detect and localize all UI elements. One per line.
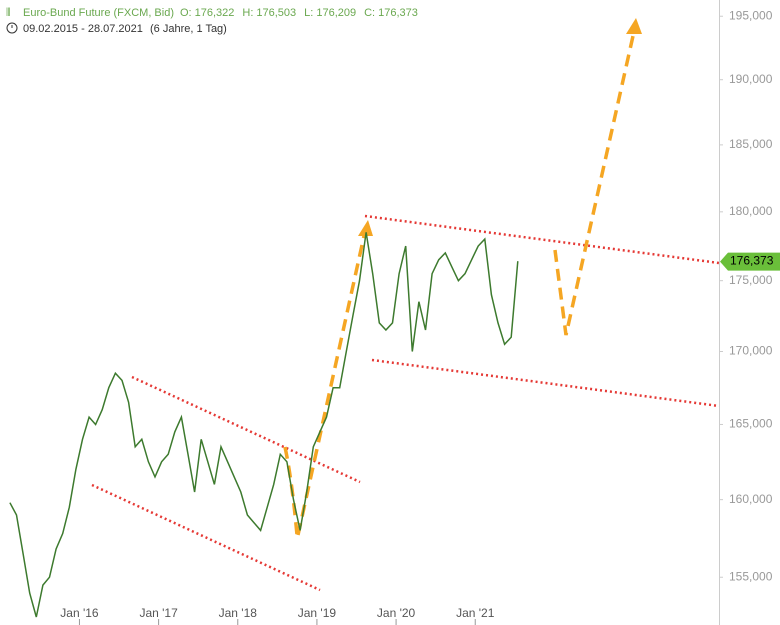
ohlc-value: 176,503 bbox=[256, 7, 296, 19]
annotations bbox=[91, 18, 720, 592]
period-note: (6 Jahre, 1 Tag) bbox=[150, 23, 227, 35]
clock-icon bbox=[6, 22, 18, 34]
y-tick-label: 160,000 bbox=[729, 492, 773, 506]
ohlc: O: 176,322 H: 176,503 L: 176,209 C: 176,373 bbox=[180, 7, 418, 19]
period: 09.02.2015 - 28.07.2021 bbox=[23, 23, 143, 35]
last-price-label: 176,373 bbox=[730, 254, 774, 268]
y-tick-label: 185,000 bbox=[729, 137, 773, 151]
arrow-head bbox=[626, 18, 642, 34]
arrow bbox=[553, 35, 635, 336]
ohlc-name: H: bbox=[242, 7, 253, 19]
price-line bbox=[9, 232, 519, 618]
x-tick-label: Jan '16 bbox=[60, 606, 99, 620]
ohlc-name: O: bbox=[180, 7, 192, 19]
y-tick-label: 155,000 bbox=[729, 569, 773, 583]
y-tick-label: 170,000 bbox=[729, 344, 773, 358]
x-tick-label: Jan '18 bbox=[219, 606, 258, 620]
ohlc-value: 176,209 bbox=[316, 7, 356, 19]
trend-line bbox=[131, 375, 361, 484]
y-tick-label: 195,000 bbox=[729, 8, 773, 22]
trend-line bbox=[364, 214, 720, 265]
arrow-head bbox=[358, 220, 373, 236]
header: ⫴ Euro-Bund Future (FXCM, Bid) O: 176,322… bbox=[6, 7, 418, 35]
instrument-title: Euro-Bund Future (FXCM, Bid) bbox=[23, 7, 174, 19]
icon: ⫴ bbox=[6, 7, 11, 19]
x-tick-label: Jan '19 bbox=[298, 606, 337, 620]
y-tick-label: 165,000 bbox=[729, 417, 773, 431]
y-tick-label: 175,000 bbox=[729, 273, 773, 287]
trend-line bbox=[371, 358, 720, 408]
y-tick-label: 190,000 bbox=[729, 72, 773, 86]
x-tick-label: Jan '17 bbox=[139, 606, 178, 620]
arrow bbox=[296, 235, 366, 536]
ohlc-value: 176,373 bbox=[378, 7, 418, 19]
last-price-box bbox=[720, 252, 780, 271]
y-tick-label: 180,000 bbox=[729, 204, 773, 218]
ohlc-name: C: bbox=[364, 7, 375, 19]
ohlc-name: L: bbox=[304, 7, 313, 19]
trend-line bbox=[91, 483, 321, 592]
arrow bbox=[283, 446, 299, 536]
ohlc-value: 176,322 bbox=[195, 7, 235, 19]
x-tick-label: Jan '20 bbox=[377, 606, 416, 620]
x-tick-label: Jan '21 bbox=[456, 606, 495, 620]
